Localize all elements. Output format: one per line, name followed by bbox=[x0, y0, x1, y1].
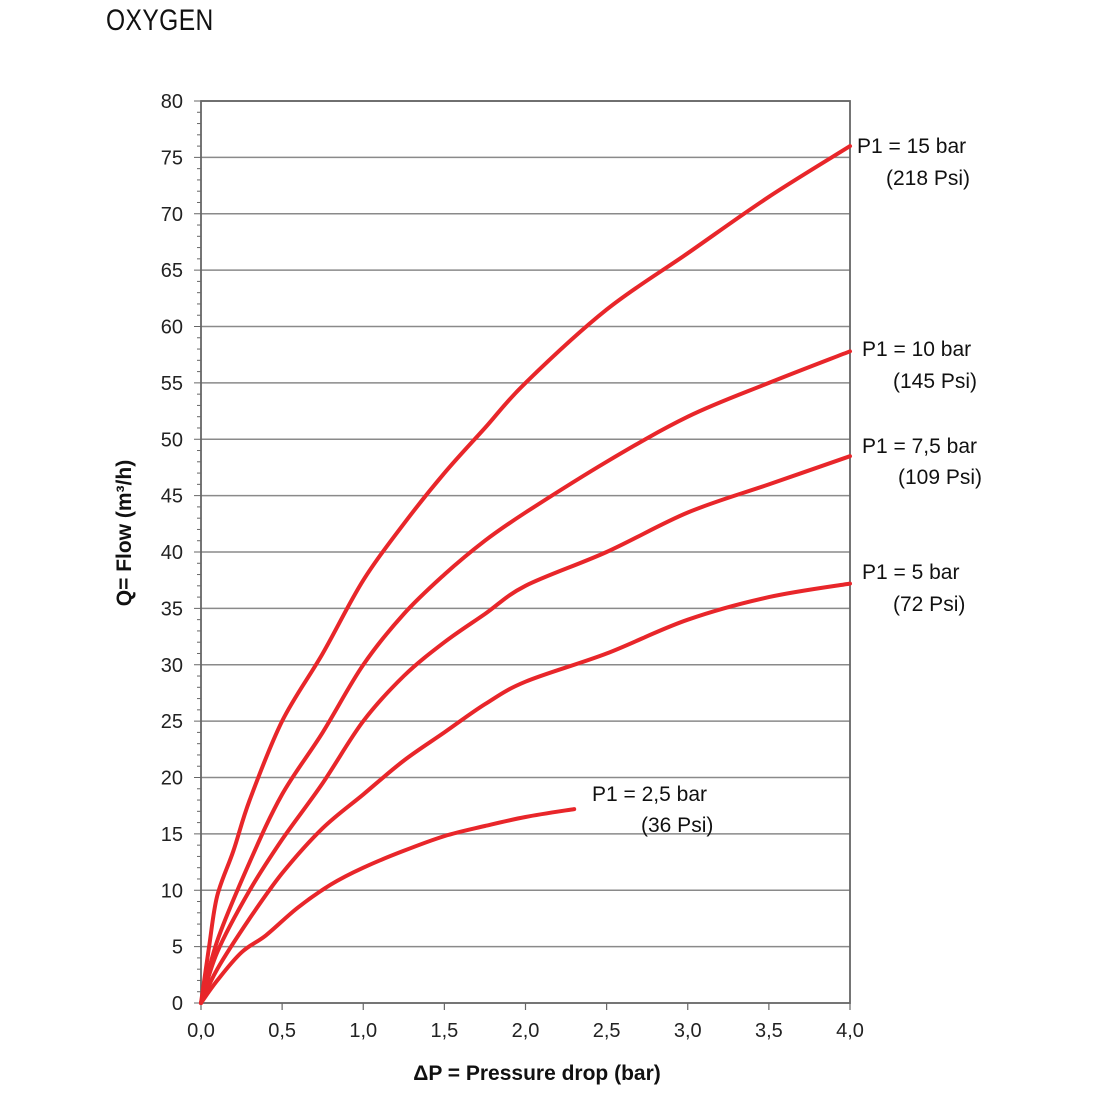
y-tick-label: 70 bbox=[161, 204, 183, 226]
y-tick-label: 50 bbox=[161, 429, 183, 451]
curves bbox=[199, 144, 852, 1005]
y-tick-label: 75 bbox=[161, 147, 183, 169]
x-tick-label: 2,5 bbox=[593, 1020, 621, 1042]
x-tick-label: 1,5 bbox=[430, 1020, 458, 1042]
y-axis-title: Q= Flow (m³/h) bbox=[113, 460, 136, 606]
y-tick-label: 5 bbox=[172, 937, 183, 959]
x-tick-label: 2,0 bbox=[512, 1020, 540, 1042]
x-tick-label: 0,0 bbox=[187, 1020, 215, 1042]
series-line bbox=[199, 807, 577, 1005]
y-tick-label: 15 bbox=[161, 824, 183, 846]
y-tick-label: 25 bbox=[161, 711, 183, 733]
x-tick-label: 4,0 bbox=[836, 1020, 864, 1042]
series-label: P1 = 15 bar bbox=[857, 135, 966, 158]
series-label-psi: (72 Psi) bbox=[893, 593, 965, 616]
series-label-psi: (145 Psi) bbox=[893, 370, 977, 393]
y-tick-label: 65 bbox=[161, 260, 183, 282]
y-tick-label: 80 bbox=[161, 91, 183, 113]
series-label: P1 = 7,5 bar bbox=[862, 435, 977, 458]
y-tick-label: 30 bbox=[161, 655, 183, 677]
series-label: P1 = 2,5 bar bbox=[592, 783, 707, 806]
y-tick-label: 0 bbox=[172, 993, 183, 1015]
y-tick-label: 60 bbox=[161, 317, 183, 339]
series-label-psi: (218 Psi) bbox=[886, 167, 970, 190]
y-tick-label: 45 bbox=[161, 486, 183, 508]
series-label-psi: (36 Psi) bbox=[641, 814, 713, 837]
x-axis-title: ΔP = Pressure drop (bar) bbox=[413, 1062, 661, 1085]
series-line bbox=[199, 454, 852, 1005]
axes: 0 5 10 15 20 25 30 35 40 45 50 55 60 65 70 75 80 0,0 0,5 1,… bbox=[161, 91, 864, 1042]
series-label: P1 = 5 bar bbox=[862, 561, 959, 584]
y-tick-label: 55 bbox=[161, 373, 183, 395]
y-tick-label: 10 bbox=[161, 880, 183, 902]
x-tick-label: 3,5 bbox=[755, 1020, 783, 1042]
plot-frame bbox=[200, 100, 851, 1004]
x-tick-label: 0,5 bbox=[268, 1020, 296, 1042]
curve-labels: P1 = 15 bar (218 Psi) P1 = 10 bar (145 Psi)… bbox=[592, 135, 982, 837]
series-line bbox=[199, 144, 852, 1005]
series-label: P1 = 10 bar bbox=[862, 338, 971, 361]
y-tick-label: 35 bbox=[161, 598, 183, 620]
series-label-psi: (109 Psi) bbox=[898, 466, 982, 489]
series-line bbox=[199, 349, 852, 1005]
y-tick-label: 40 bbox=[161, 542, 183, 564]
x-tick-label: 1,0 bbox=[349, 1020, 377, 1042]
series-line bbox=[199, 581, 852, 1005]
x-tick-label: 3,0 bbox=[674, 1020, 702, 1042]
chart-title: OXYGEN bbox=[106, 4, 214, 37]
y-tick-label: 20 bbox=[161, 768, 183, 790]
